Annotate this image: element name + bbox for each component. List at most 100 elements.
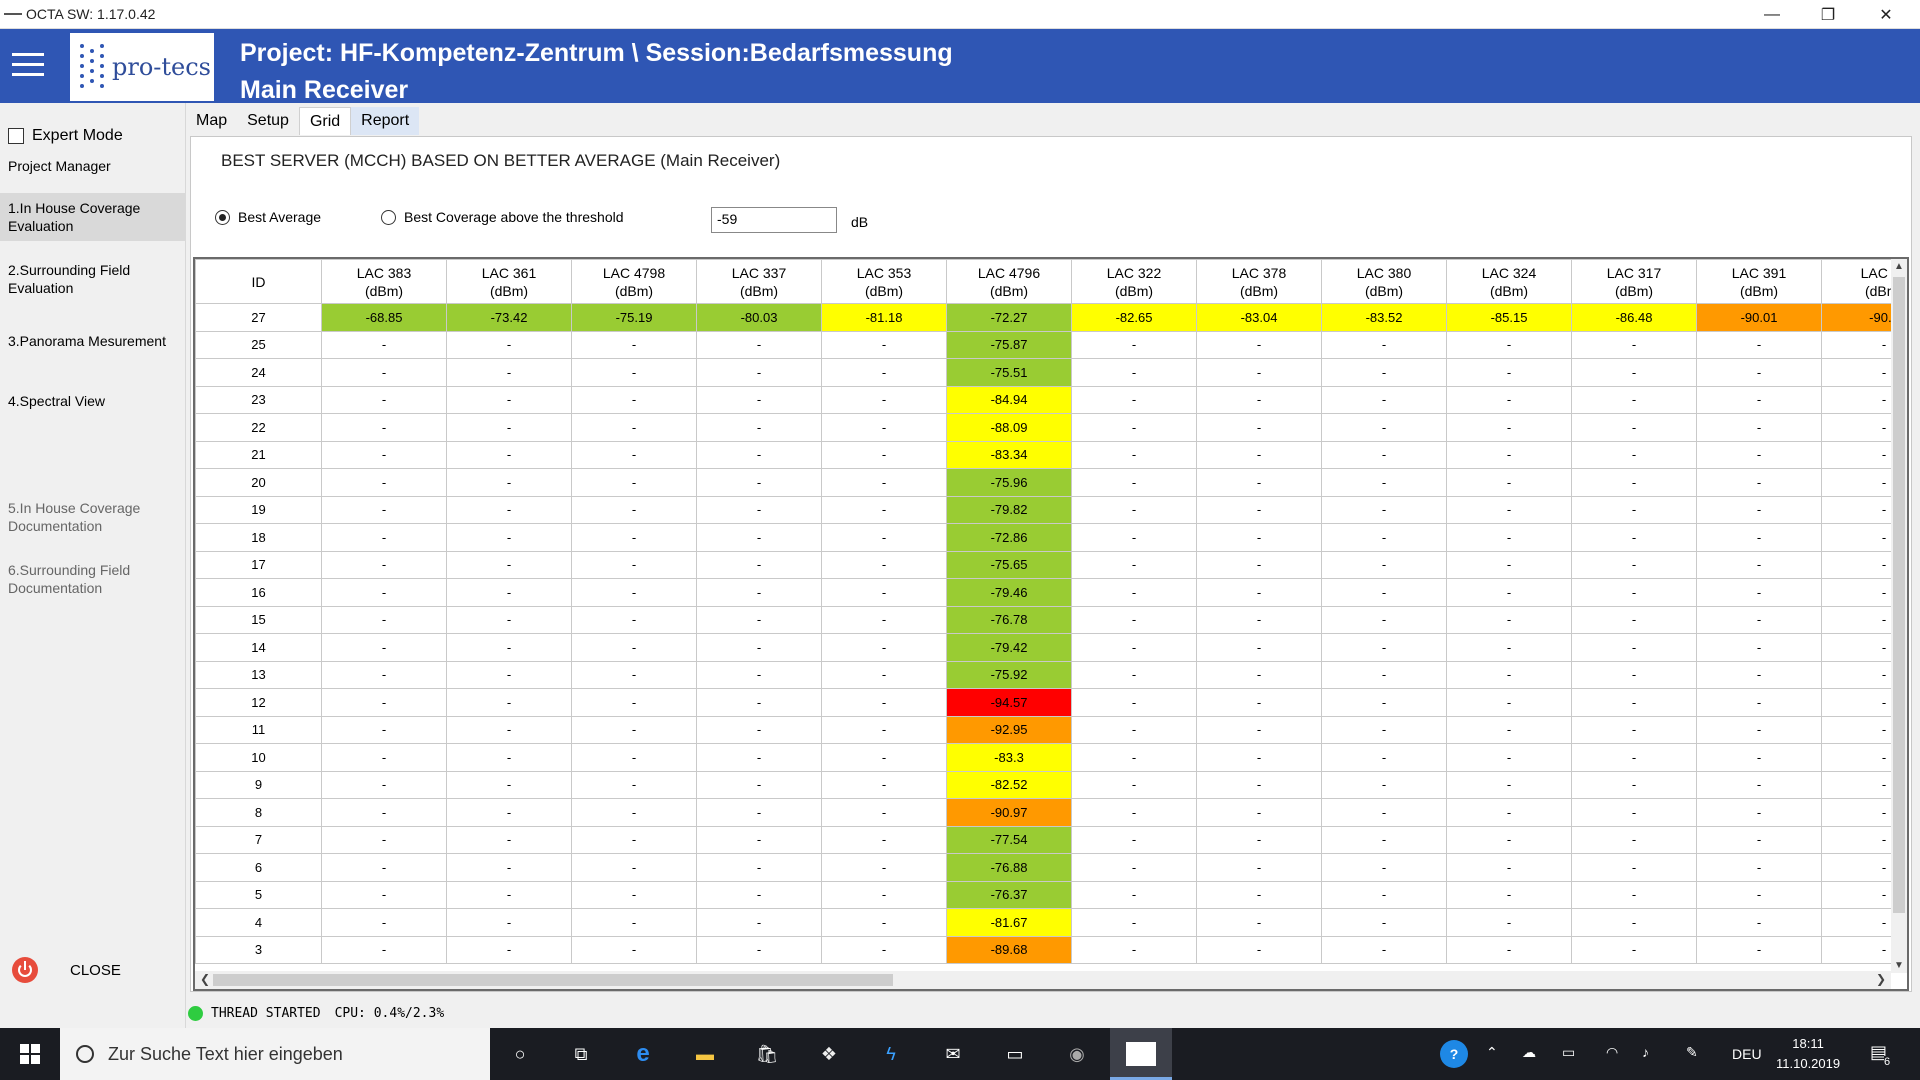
grid-cell[interactable]: -: [1446, 880, 1572, 909]
grid-cell[interactable]: -72.27: [946, 303, 1072, 332]
grid-cell[interactable]: -: [571, 413, 697, 442]
octa-icon[interactable]: [1126, 1042, 1156, 1066]
grid-cell[interactable]: -: [1571, 715, 1697, 744]
grid-cell[interactable]: -: [571, 798, 697, 827]
table-row[interactable]: 3- - - - - -89.68- - - - - - -: [195, 935, 1907, 964]
grid-cell[interactable]: -: [696, 605, 822, 634]
grid-cell[interactable]: -: [1571, 935, 1697, 964]
grid-cell[interactable]: -: [321, 825, 447, 854]
close-window-button[interactable]: ✕: [1879, 6, 1893, 24]
grid-cell[interactable]: -: [1196, 523, 1322, 552]
column-header[interactable]: LAC 353 (dBm): [821, 259, 947, 304]
grid-cell[interactable]: -: [1446, 523, 1572, 552]
grid-cell[interactable]: -: [446, 688, 572, 717]
grid-cell[interactable]: -: [821, 908, 947, 937]
scroll-down-icon[interactable]: ▼: [1894, 960, 1904, 971]
grid-cell[interactable]: -: [1071, 578, 1197, 607]
taskbar-search[interactable]: Zur Suche Text hier eingeben: [60, 1028, 490, 1080]
grid-cell[interactable]: -: [1696, 715, 1822, 744]
grid-cell[interactable]: -: [1696, 523, 1822, 552]
grid-cell[interactable]: -: [321, 715, 447, 744]
grid-cell[interactable]: -: [1071, 798, 1197, 827]
grid-cell[interactable]: -: [571, 385, 697, 414]
grid-cell[interactable]: -: [321, 798, 447, 827]
notification-icon[interactable]: ▤: [1870, 1042, 1888, 1062]
grid-cell[interactable]: -83.3: [946, 743, 1072, 772]
grid-cell[interactable]: -: [1696, 908, 1822, 937]
table-row[interactable]: 17- - - - - -75.65- - - - - - -: [195, 550, 1907, 579]
grid-cell[interactable]: -: [696, 743, 822, 772]
grid-cell[interactable]: -73.42: [446, 303, 572, 332]
grid-cell[interactable]: -: [1071, 743, 1197, 772]
grid-cell[interactable]: -: [1446, 330, 1572, 359]
grid-cell[interactable]: -: [821, 633, 947, 662]
minimize-button[interactable]: —: [1764, 5, 1780, 23]
grid-cell[interactable]: -: [696, 688, 822, 717]
sidebar-item-surrounding-field-documentation[interactable]: 6.Surrounding Field Documentation: [0, 555, 186, 603]
grid-cell[interactable]: -: [821, 413, 947, 442]
grid-cell[interactable]: -: [1071, 688, 1197, 717]
grid-cell[interactable]: -: [321, 550, 447, 579]
grid-cell[interactable]: -: [571, 468, 697, 497]
grid-cell[interactable]: -: [696, 825, 822, 854]
grid-cell[interactable]: -: [1696, 495, 1822, 524]
grid-cell[interactable]: -75.51: [946, 358, 1072, 387]
sidebar-item-in-house-coverage-documentation[interactable]: 5.In House Coverage Documentation: [0, 493, 186, 541]
grid-cell[interactable]: -: [321, 358, 447, 387]
grid-cell[interactable]: -: [696, 413, 822, 442]
grid-cell[interactable]: -: [1321, 715, 1447, 744]
table-row[interactable]: 23- - - - - -84.94- - - - - - -: [195, 385, 1907, 414]
table-row[interactable]: 25- - - - - -75.87- - - - - - -: [195, 330, 1907, 359]
grid-cell[interactable]: -: [1696, 440, 1822, 469]
grid-cell[interactable]: -: [321, 330, 447, 359]
table-row[interactable]: 13- - - - - -75.92- - - - - - -: [195, 660, 1907, 689]
grid-cell[interactable]: -: [1446, 495, 1572, 524]
grid-cell[interactable]: -: [1196, 853, 1322, 882]
grid-cell[interactable]: -: [1571, 495, 1697, 524]
vertical-scroll-thumb[interactable]: [1893, 277, 1905, 913]
grid-cell[interactable]: -: [321, 440, 447, 469]
grid-cell[interactable]: -: [446, 495, 572, 524]
grid-cell[interactable]: -: [1071, 660, 1197, 689]
maximize-button[interactable]: ❐: [1820, 6, 1836, 24]
column-header[interactable]: LAC 337 (dBm): [696, 259, 822, 304]
grid-cell[interactable]: -: [1196, 550, 1322, 579]
grid-cell[interactable]: -: [571, 495, 697, 524]
scroll-up-icon[interactable]: ▲: [1894, 261, 1904, 272]
grid-cell[interactable]: -: [571, 578, 697, 607]
grid-cell[interactable]: -82.65: [1071, 303, 1197, 332]
grid-cell[interactable]: -: [1196, 798, 1322, 827]
grid-cell[interactable]: -: [1321, 798, 1447, 827]
grid-cell[interactable]: -: [696, 578, 822, 607]
grid-cell[interactable]: -: [321, 743, 447, 772]
grid-cell[interactable]: -: [821, 743, 947, 772]
grid-cell[interactable]: -: [1696, 743, 1822, 772]
sidebar-item-panorama-mesurement[interactable]: 3.Panorama Mesurement: [0, 327, 186, 355]
grid-cell[interactable]: -: [1446, 770, 1572, 799]
grid-cell[interactable]: -89.68: [946, 935, 1072, 964]
grid-cell[interactable]: -: [1446, 440, 1572, 469]
grid-cell[interactable]: -: [1071, 715, 1197, 744]
table-row[interactable]: 20- - - - - -75.96- - - - - - -: [195, 468, 1907, 497]
grid-cell[interactable]: -: [1696, 358, 1822, 387]
grid-cell[interactable]: -: [1321, 660, 1447, 689]
grid-cell[interactable]: -82.52: [946, 770, 1072, 799]
grid-cell[interactable]: -83.04: [1196, 303, 1322, 332]
grid-cell[interactable]: -: [1071, 825, 1197, 854]
table-row[interactable]: 14- - - - - -79.42- - - - - - -: [195, 633, 1907, 662]
grid-cell[interactable]: -: [321, 935, 447, 964]
grid-cell[interactable]: -: [1446, 935, 1572, 964]
grid-cell[interactable]: -: [446, 798, 572, 827]
grid-cell[interactable]: -: [1071, 330, 1197, 359]
grid-cell[interactable]: -: [446, 743, 572, 772]
grid-cell[interactable]: -86.48: [1571, 303, 1697, 332]
grid-cell[interactable]: -: [446, 358, 572, 387]
grid-cell[interactable]: -: [1571, 770, 1697, 799]
edge-icon[interactable]: e: [636, 1040, 650, 1067]
hamburger-menu-icon[interactable]: [12, 51, 44, 79]
grid-cell[interactable]: -: [1571, 825, 1697, 854]
grid-cell[interactable]: -: [1696, 413, 1822, 442]
grid-cell[interactable]: -: [1446, 605, 1572, 634]
grid-cell[interactable]: -: [1196, 633, 1322, 662]
column-header[interactable]: LAC 380 (dBm): [1321, 259, 1447, 304]
